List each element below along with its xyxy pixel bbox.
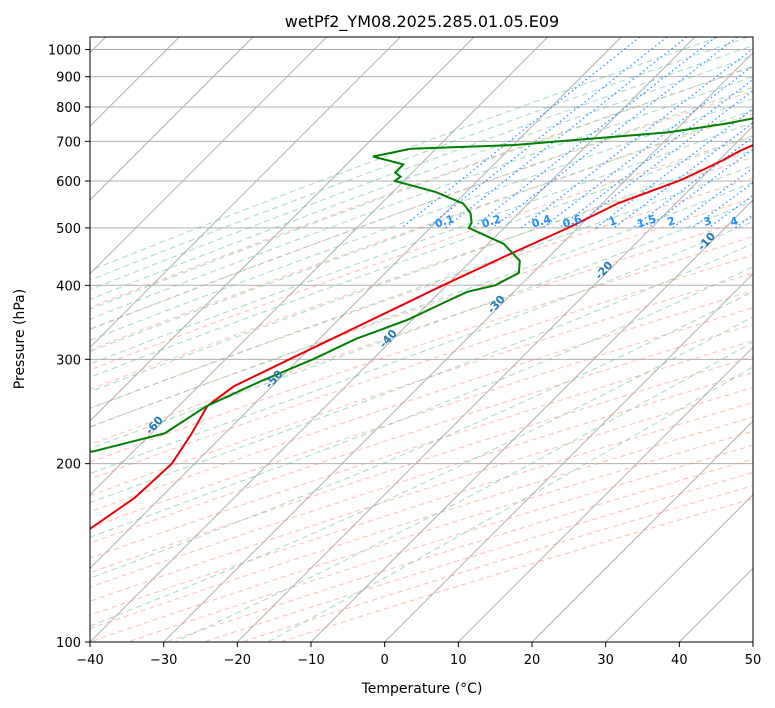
axes: −40 −30 −20 −10 0 10 20 30 40 50 100 200 300 400 500 60… — [48, 44, 761, 668]
mixing-ratio-label: 0.1 — [433, 212, 456, 230]
mixing-ratio-line — [691, 182, 753, 229]
x-tick-label: 40 — [671, 653, 688, 668]
isotherm-line — [310, 199, 753, 642]
moist-adiabat — [90, 242, 753, 504]
y-tick-label: 200 — [56, 458, 81, 473]
chart-title: wetPf2_YM08.2025.285.01.05.E09 — [285, 12, 559, 32]
dry-adiabat — [90, 401, 753, 616]
x-tick-label: 50 — [745, 653, 762, 668]
dry-adiabat-label: -20 — [592, 258, 615, 282]
isotherm-line — [384, 272, 753, 642]
isotherm-line — [457, 346, 753, 642]
dry-adiabat — [90, 290, 753, 513]
moist-adiabat — [90, 76, 753, 320]
mixing-ratio-label: 4 — [729, 214, 741, 229]
moist-adiabat — [90, 86, 753, 330]
mixing-ratio-line — [756, 37, 775, 228]
isotherm-line — [90, 37, 254, 201]
moist-adiabat — [90, 200, 753, 450]
moist-adiabat — [90, 55, 753, 300]
mixing-ratio-label: 2 — [666, 214, 677, 229]
y-tick-label: 1000 — [48, 44, 81, 59]
x-tick-label: 30 — [597, 653, 614, 668]
mixing-ratio-label: 3 — [702, 214, 713, 229]
x-tick-label: 10 — [450, 653, 467, 668]
dry-adiabat — [90, 113, 753, 351]
background-lines — [90, 37, 775, 642]
y-tick-label: 300 — [56, 353, 81, 368]
moist-adiabat — [267, 366, 753, 642]
isotherm-line — [163, 51, 753, 642]
mixing-ratio-line — [647, 148, 753, 229]
dry-adiabat — [90, 272, 753, 497]
dry-adiabat — [90, 217, 753, 446]
temperature-profile — [90, 144, 753, 531]
x-tick-label: −20 — [224, 653, 251, 668]
mixing-ratio-line — [631, 136, 753, 229]
moist-adiabat — [90, 316, 753, 627]
moist-adiabat — [90, 266, 753, 538]
x-axis-label: Temperature (°C) — [361, 681, 483, 697]
isotherm-line — [605, 493, 753, 642]
dry-adiabat — [90, 386, 753, 602]
y-axis-label: Pressure (hPa) — [12, 289, 28, 389]
mixing-ratio-line — [492, 37, 738, 229]
isotherm-line — [752, 641, 753, 642]
mixing-ratio-label: 0.2 — [480, 212, 503, 230]
isotherm-line — [531, 420, 753, 642]
mixing-ratio-line — [572, 89, 753, 229]
mixing-ratio-line — [558, 78, 753, 229]
mixing-ratio-label: 6 — [767, 214, 775, 229]
dry-adiabat — [90, 323, 753, 544]
mixing-ratio-label: 0.6 — [561, 212, 584, 230]
dry-adiabat — [165, 458, 753, 642]
line-labels: -100-90-80-70-60-50-40-30-20-10010203040… — [17, 212, 775, 489]
y-tick-label: 600 — [56, 175, 81, 190]
moist-adiabat — [90, 164, 753, 409]
moist-adiabat — [90, 37, 719, 272]
dry-adiabat — [90, 66, 753, 309]
dry-adiabat — [90, 430, 753, 642]
dry-adiabat-label: -70 — [17, 465, 40, 489]
dry-adiabat — [241, 485, 753, 642]
y-tick-label: 900 — [56, 71, 81, 86]
y-tick-label: 700 — [56, 135, 81, 150]
moist-adiabat — [90, 44, 753, 291]
y-tick-label: 400 — [56, 279, 81, 294]
dry-adiabat-label: -10 — [695, 229, 718, 253]
x-tick-label: −40 — [76, 653, 103, 668]
moist-adiabat — [90, 181, 753, 428]
moist-adiabat — [90, 65, 753, 310]
x-tick-label: −30 — [150, 653, 177, 668]
mixing-ratio-line — [445, 37, 688, 229]
mixing-ratio-label: 1 — [607, 214, 618, 229]
y-tick-label: 500 — [56, 222, 81, 237]
mixing-ratio-label: 1.5 — [635, 212, 658, 230]
moist-adiabat — [90, 98, 753, 341]
profile-lines — [90, 117, 753, 531]
mixing-ratio-line — [708, 194, 753, 229]
dry-adiabat — [90, 416, 753, 630]
y-tick-label: 100 — [56, 636, 81, 651]
moist-adiabat — [90, 290, 753, 579]
isotherm-line — [90, 37, 401, 349]
x-tick-label: 0 — [381, 653, 389, 668]
isotherm-line — [90, 37, 328, 275]
y-tick-label: 800 — [56, 101, 81, 116]
dry-adiabat-label: -30 — [485, 292, 508, 316]
dewpoint-profile — [90, 117, 753, 453]
isotherm-line — [236, 125, 753, 642]
mixing-ratio-line — [472, 37, 717, 229]
isotherm-line — [90, 37, 475, 422]
x-tick-label: −10 — [297, 653, 324, 668]
plot-frame — [89, 36, 754, 643]
x-tick-label: 20 — [524, 653, 541, 668]
dry-adiabat — [90, 356, 753, 574]
isotherm-line — [90, 37, 549, 496]
mixing-ratio-line — [672, 167, 753, 229]
mixing-ratio-label: 0.4 — [530, 212, 553, 230]
moist-adiabat — [90, 37, 749, 281]
